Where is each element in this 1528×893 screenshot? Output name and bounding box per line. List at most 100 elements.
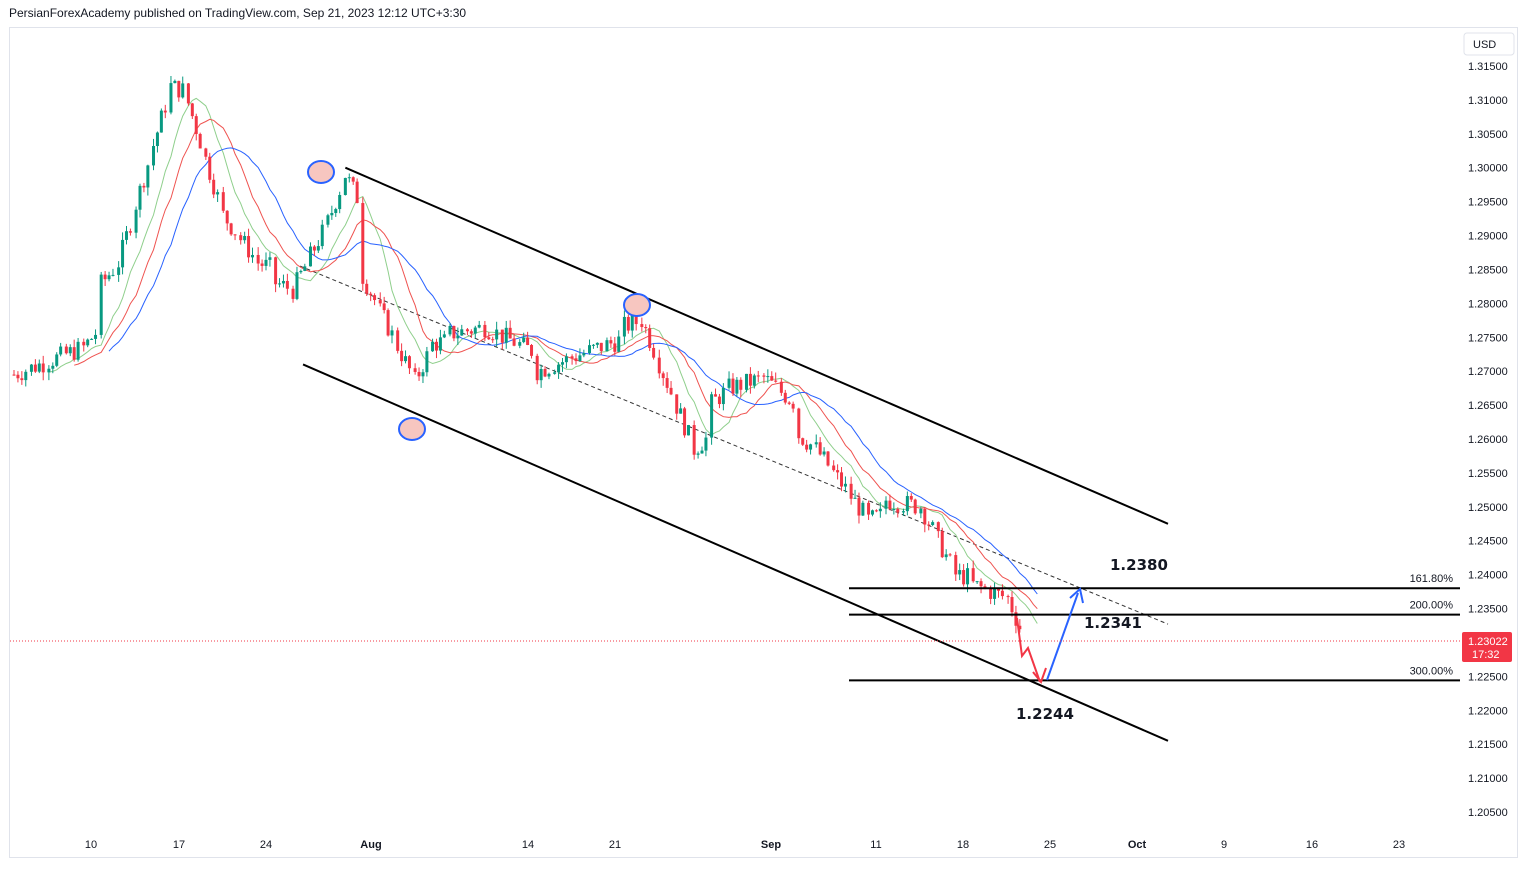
candle-body bbox=[774, 380, 778, 382]
candle bbox=[923, 507, 927, 533]
currency-button[interactable] bbox=[1463, 32, 1515, 56]
fib-level-label: 161.80% bbox=[1410, 573, 1454, 585]
candle-body bbox=[94, 334, 98, 339]
candle bbox=[29, 363, 33, 376]
candle bbox=[256, 247, 260, 271]
candle bbox=[617, 330, 621, 353]
candle-body bbox=[892, 509, 896, 511]
candle-body bbox=[787, 402, 791, 404]
candle bbox=[840, 467, 844, 492]
candle-body bbox=[90, 338, 94, 340]
candle-body bbox=[326, 215, 330, 225]
candle bbox=[142, 182, 146, 193]
candle bbox=[373, 293, 377, 306]
candle bbox=[16, 371, 20, 383]
candle-body bbox=[347, 177, 351, 179]
candle-body bbox=[308, 246, 312, 267]
candle bbox=[696, 451, 700, 459]
candle bbox=[535, 353, 539, 385]
candle-body bbox=[605, 340, 609, 352]
candle bbox=[425, 346, 429, 377]
candle bbox=[274, 256, 278, 293]
candle-body bbox=[295, 272, 299, 299]
candle-body bbox=[919, 508, 923, 514]
candle bbox=[931, 520, 935, 527]
candle-body bbox=[343, 177, 347, 196]
candle bbox=[870, 509, 874, 517]
candle-body bbox=[901, 511, 905, 513]
candle bbox=[86, 338, 90, 348]
candle-body bbox=[76, 341, 80, 360]
candle bbox=[82, 338, 86, 352]
candle bbox=[940, 527, 944, 559]
candle bbox=[748, 367, 752, 394]
candle-body bbox=[613, 343, 617, 352]
candle bbox=[390, 325, 394, 344]
candle bbox=[243, 231, 247, 244]
candle bbox=[281, 274, 285, 288]
candle-body bbox=[640, 324, 644, 328]
candle-body bbox=[386, 310, 390, 336]
time-tick-label: Sep bbox=[761, 839, 781, 851]
candle-body bbox=[134, 209, 138, 233]
candle bbox=[683, 406, 687, 438]
candle bbox=[361, 197, 365, 291]
candle bbox=[181, 76, 185, 99]
candle bbox=[204, 147, 208, 161]
candle-body bbox=[442, 334, 446, 338]
candle bbox=[539, 364, 543, 388]
candle-body bbox=[954, 555, 958, 575]
price-tag-value: 1.23022 bbox=[1468, 636, 1508, 648]
candle-body bbox=[1018, 625, 1022, 630]
candle bbox=[574, 353, 578, 365]
candle-body bbox=[849, 483, 853, 499]
time-tick-label: 11 bbox=[870, 839, 881, 851]
candle-body bbox=[874, 510, 878, 512]
candle-body bbox=[330, 212, 334, 216]
candle bbox=[299, 269, 303, 274]
candle bbox=[99, 271, 103, 339]
candle bbox=[814, 434, 818, 448]
candle-body bbox=[138, 185, 142, 210]
candle-body bbox=[128, 231, 132, 233]
candle-body bbox=[1014, 612, 1018, 626]
candle-body bbox=[438, 337, 442, 351]
candle bbox=[24, 369, 28, 387]
candle-body bbox=[338, 195, 342, 210]
moving-averages bbox=[48, 97, 1038, 624]
candle-body bbox=[582, 353, 586, 356]
candle bbox=[404, 350, 408, 364]
candle-body bbox=[599, 342, 603, 352]
candle-body bbox=[278, 283, 282, 285]
candle-body bbox=[836, 470, 840, 473]
price-tick-label: 1.27000 bbox=[1468, 366, 1508, 378]
candle-body bbox=[487, 337, 491, 340]
candle-body bbox=[652, 347, 656, 358]
candle-body bbox=[194, 116, 198, 134]
candle bbox=[913, 498, 917, 515]
candle-body bbox=[931, 522, 935, 525]
candle-body bbox=[452, 325, 456, 339]
candle bbox=[465, 327, 469, 336]
candle-body bbox=[351, 177, 355, 182]
candle-body bbox=[634, 315, 638, 325]
candle bbox=[152, 138, 156, 171]
candle-body bbox=[121, 239, 125, 268]
price-tick-label: 1.28500 bbox=[1468, 264, 1508, 276]
candle-body bbox=[299, 270, 303, 273]
candle bbox=[334, 207, 338, 217]
candle-body bbox=[996, 588, 1000, 591]
candle-body bbox=[233, 234, 237, 236]
candle-body bbox=[173, 80, 177, 84]
candle bbox=[648, 324, 652, 352]
candle-body bbox=[124, 231, 128, 240]
candle-body bbox=[962, 570, 966, 585]
candle-body bbox=[407, 356, 411, 369]
candle-body bbox=[268, 257, 272, 260]
candle-body bbox=[303, 266, 307, 271]
candle-body bbox=[229, 223, 233, 235]
swing-point-marker bbox=[398, 417, 426, 441]
candle-body bbox=[221, 192, 225, 211]
candle-body bbox=[909, 496, 913, 500]
